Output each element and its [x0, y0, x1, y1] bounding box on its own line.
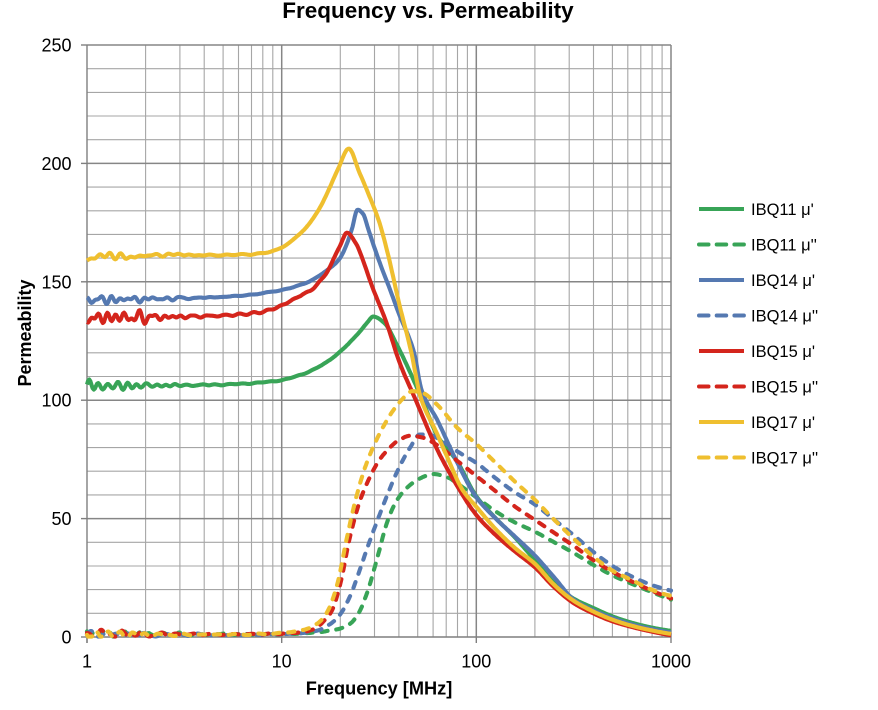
svg-text:100: 100: [461, 652, 491, 672]
svg-text:Permeability: Permeability: [15, 279, 35, 386]
svg-text:IBQ15 μ'': IBQ15 μ'': [751, 379, 818, 397]
svg-text:Frequency vs. Permeability: Frequency vs. Permeability: [282, 0, 574, 23]
svg-text:250: 250: [41, 36, 71, 56]
svg-text:IBQ17 μ'': IBQ17 μ'': [751, 450, 818, 468]
svg-text:100: 100: [41, 391, 71, 411]
svg-text:IBQ14 μ'': IBQ14 μ'': [751, 308, 818, 326]
svg-text:1000: 1000: [651, 652, 691, 672]
svg-text:IBQ11 μ'': IBQ11 μ'': [751, 237, 817, 255]
svg-text:IBQ11 μ': IBQ11 μ': [751, 201, 814, 219]
svg-text:IBQ17 μ': IBQ17 μ': [751, 414, 815, 432]
svg-text:1: 1: [82, 652, 92, 672]
svg-text:IBQ15 μ': IBQ15 μ': [751, 343, 815, 361]
svg-text:50: 50: [51, 509, 71, 529]
svg-text:IBQ14 μ': IBQ14 μ': [751, 272, 815, 290]
svg-text:200: 200: [41, 154, 71, 174]
svg-text:10: 10: [272, 652, 292, 672]
svg-text:Frequency [MHz]: Frequency [MHz]: [306, 679, 453, 699]
svg-text:150: 150: [41, 272, 71, 292]
svg-text:0: 0: [61, 628, 71, 648]
